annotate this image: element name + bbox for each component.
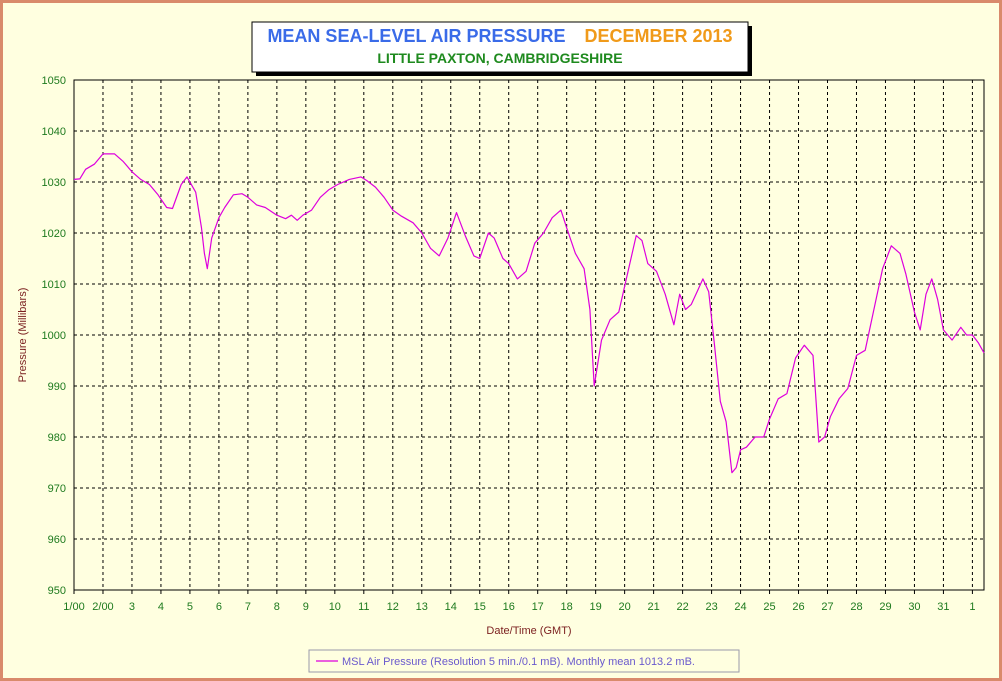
title-box-panel bbox=[251, 21, 749, 73]
x-tick-label: 30 bbox=[908, 601, 920, 613]
y-tick-label: 970 bbox=[48, 483, 66, 495]
x-tick-label: 1 bbox=[969, 601, 975, 613]
x-tick-label: 3 bbox=[129, 601, 135, 613]
legend-box bbox=[308, 649, 740, 673]
x-tick-label: 1/00 bbox=[63, 601, 84, 613]
x-tick-label: 26 bbox=[792, 601, 804, 613]
y-tick-label: 980 bbox=[48, 432, 66, 444]
x-tick-label: 25 bbox=[763, 601, 775, 613]
x-tick-label: 15 bbox=[474, 601, 486, 613]
x-tick-label: 10 bbox=[329, 601, 341, 613]
x-tick-label: 8 bbox=[274, 601, 280, 613]
y-axis-title: Pressure (Millibars) bbox=[17, 288, 29, 383]
x-tick-label: 7 bbox=[245, 601, 251, 613]
title-box: MEAN SEA-LEVEL AIR PRESSURE DECEMBER 201… bbox=[251, 21, 752, 76]
chart-title-main: MEAN SEA-LEVEL AIR PRESSURE bbox=[267, 26, 565, 46]
y-tick-label: 1010 bbox=[42, 279, 66, 291]
y-tick-label: 1000 bbox=[42, 330, 66, 342]
x-tick-label: 24 bbox=[734, 601, 746, 613]
y-tick-labels: 950 960 970 980 990 1000 1010 1020 1030 1040 1050 bbox=[42, 75, 66, 597]
x-tick-label: 12 bbox=[387, 601, 399, 613]
series-layer bbox=[73, 153, 985, 474]
x-tick-label: 5 bbox=[187, 601, 193, 613]
legend-label: MSL Air Pressure (Resolution 5 min./0.1 … bbox=[342, 656, 695, 668]
y-tick-label: 1030 bbox=[42, 177, 66, 189]
x-tick-label: 11 bbox=[358, 601, 369, 613]
x-tick-label: 9 bbox=[303, 601, 309, 613]
x-tick-label: 14 bbox=[445, 601, 457, 613]
x-tick-label: 17 bbox=[532, 601, 544, 613]
y-tick-label: 1050 bbox=[42, 75, 66, 87]
y-tick-label: 1040 bbox=[42, 126, 66, 138]
x-tick-label: 28 bbox=[850, 601, 862, 613]
chart-title: MEAN SEA-LEVEL AIR PRESSURE DECEMBER 201… bbox=[267, 26, 732, 46]
chart-title-period: DECEMBER 2013 bbox=[585, 26, 733, 46]
grid-lines bbox=[73, 80, 984, 594]
x-tick-label: 6 bbox=[216, 601, 222, 613]
plot-area bbox=[73, 79, 985, 591]
y-tick-label: 950 bbox=[48, 585, 66, 597]
y-tick-label: 960 bbox=[48, 534, 66, 546]
x-tick-label: 16 bbox=[503, 601, 515, 613]
x-axis-title: Date/Time (GMT) bbox=[486, 625, 571, 637]
y-tick-label: 990 bbox=[48, 381, 66, 393]
x-tick-label: 29 bbox=[879, 601, 891, 613]
x-tick-label: 27 bbox=[821, 601, 833, 613]
x-tick-label: 13 bbox=[416, 601, 428, 613]
series-line-msl-pressure bbox=[73, 153, 985, 474]
x-tick-label: 2/00 bbox=[92, 601, 113, 613]
x-tick-label: 19 bbox=[590, 601, 602, 613]
x-tick-label: 23 bbox=[705, 601, 717, 613]
x-tick-label: 4 bbox=[158, 601, 164, 613]
x-tick-label: 31 bbox=[937, 601, 949, 613]
chart-subtitle: LITTLE PAXTON, CAMBRIDGESHIRE bbox=[377, 50, 622, 66]
x-tick-label: 20 bbox=[619, 601, 631, 613]
legend: MSL Air Pressure (Resolution 5 min./0.1 … bbox=[308, 649, 740, 673]
x-tick-label: 22 bbox=[676, 601, 688, 613]
x-tick-label: 18 bbox=[561, 601, 573, 613]
y-tick-label: 1020 bbox=[42, 228, 66, 240]
x-tick-labels: 1/00 2/00 3 4 5 6 7 8 9 10 11 12 13 14 15 16 17 18 19 20 21 2… bbox=[63, 601, 975, 613]
x-tick-label: 21 bbox=[647, 601, 659, 613]
